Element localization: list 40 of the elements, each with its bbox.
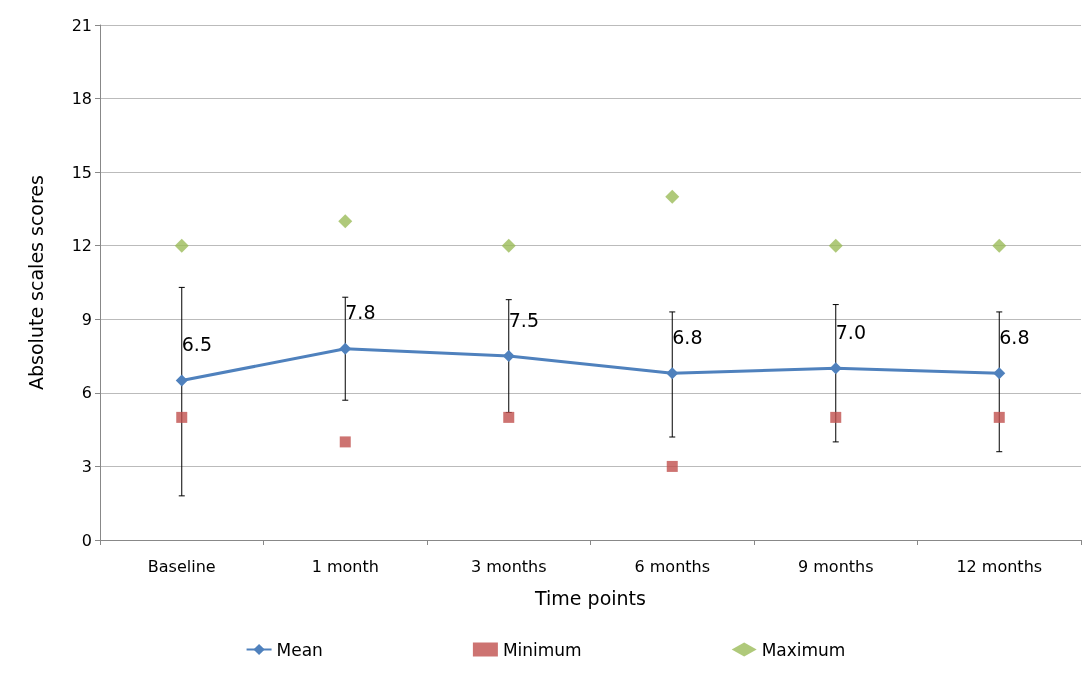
point [992,238,1007,253]
y-tick-label: 3 [81,456,92,476]
data-label: 6.5 [181,333,212,356]
x-tick-label: 6 months [634,556,711,576]
point [666,367,679,380]
legend-label: Maximum [761,639,846,660]
y-tick-label: 18 [71,89,92,109]
x-tick-label: 3 months [470,556,547,576]
legend-label: Minimum [502,639,582,660]
y-tick-label: 9 [81,309,92,329]
legend-label: Mean [276,639,323,660]
point [176,411,188,423]
y-axis-title: Absolute scales scores [24,175,47,390]
data-label: 7.8 [345,301,376,324]
point [501,238,516,253]
point [666,460,678,472]
point [993,411,1005,423]
y-tick-label: 0 [81,530,92,550]
x-tick-label: 12 months [956,556,1043,576]
data-label: 7.0 [835,320,866,343]
point [828,238,843,253]
y-tick-label: 15 [71,162,92,182]
y-tick-label: 21 [71,15,92,35]
point [339,342,352,355]
y-tick-label: 6 [81,383,92,403]
x-tick-label: 1 month [311,556,379,576]
data-label: 6.8 [999,325,1030,348]
point [339,436,351,448]
point [830,411,842,423]
point [993,367,1006,380]
point [174,238,189,253]
point [175,374,188,387]
data-label: 6.8 [672,325,703,348]
point [665,189,680,204]
x-tick-label: Baseline [147,556,216,576]
point [338,214,353,229]
y-tick-label: 12 [71,236,92,256]
x-tick-label: 9 months [797,556,874,576]
data-label: 7.5 [508,308,539,331]
x-axis-title: Time points [534,586,646,609]
